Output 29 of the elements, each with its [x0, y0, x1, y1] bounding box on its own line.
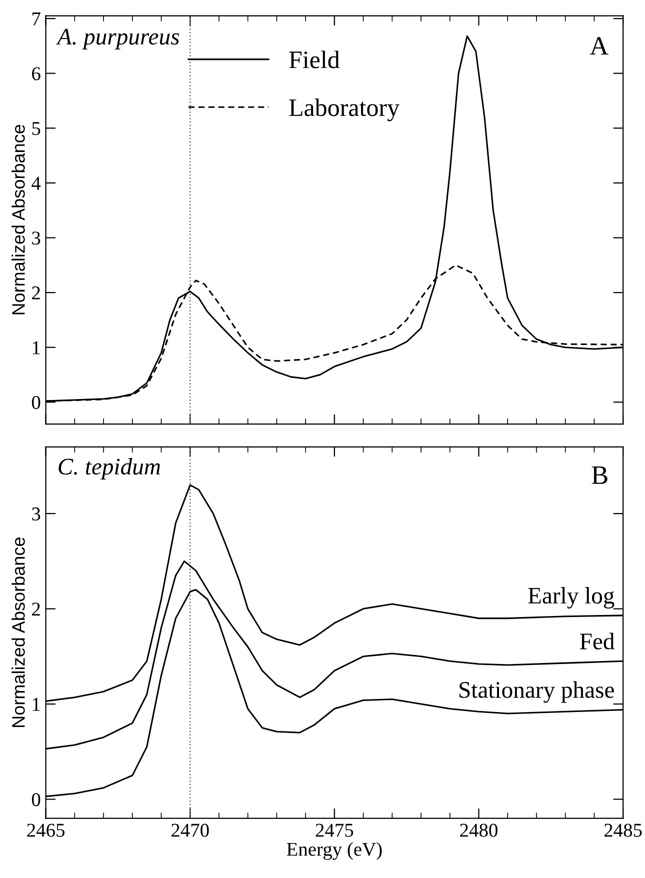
y-tick-label: 1: [32, 698, 40, 711]
annotation: A. purpureus: [56, 28, 180, 50]
x-tick-label: 2470: [172, 824, 209, 837]
legend-label: Laboratory: [289, 98, 400, 122]
series-label: Fed: [580, 632, 614, 650]
y-tick-label: 1: [32, 341, 40, 354]
y-tick-label: 2: [32, 286, 40, 300]
y-tick-label: 4: [32, 176, 41, 190]
legend-label: Field: [289, 50, 340, 68]
x-tick-label: 2480: [460, 824, 498, 837]
y-tick-label: 0: [32, 793, 40, 806]
x-tick-label: 2485: [604, 824, 642, 837]
y-tick-label: 6: [32, 67, 40, 80]
y-axis-title: Normalized Absorbance: [12, 538, 25, 727]
x-tick-label: 2465: [27, 824, 64, 837]
y-tick-label: 2: [32, 602, 40, 616]
y-tick-label: 3: [32, 507, 40, 520]
annotation: A: [590, 37, 608, 55]
annotation: C. tepidum: [58, 458, 160, 480]
y-axis-title: Normalized Absorbance: [12, 124, 25, 314]
annotation: B: [592, 466, 608, 484]
legend-label: Stationary phase: [460, 681, 614, 703]
legend-label: Early log: [528, 587, 614, 609]
x-tick-label: 2475: [316, 824, 354, 837]
y-tick-label: 7: [32, 12, 40, 26]
y-tick-label: 0: [32, 396, 40, 410]
y-tick-label: 5: [32, 122, 40, 136]
y-tick-label: 3: [32, 232, 40, 245]
x-axis-title: Energy (eV): [286, 842, 382, 860]
